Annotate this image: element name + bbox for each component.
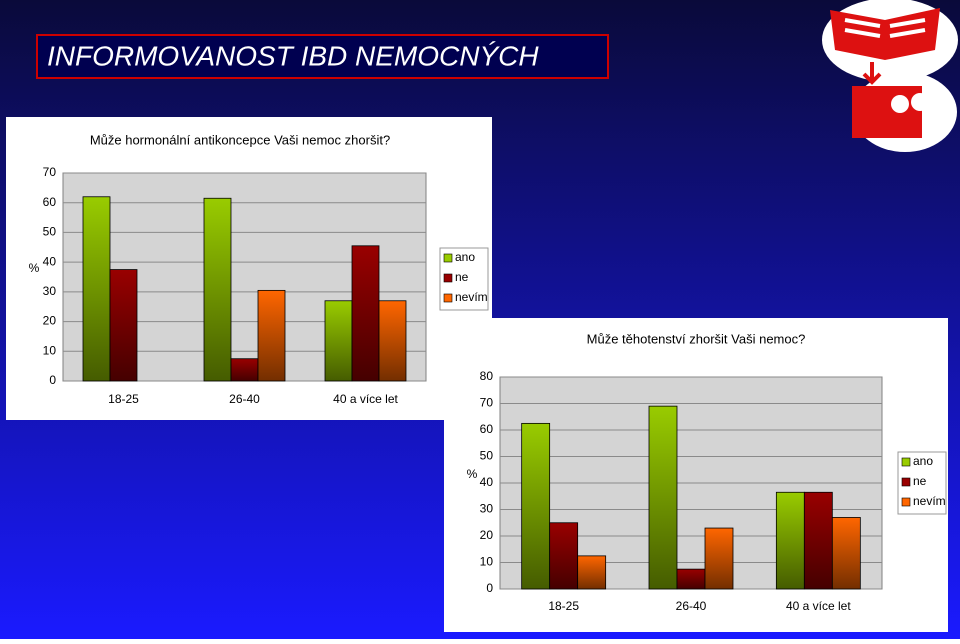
y-tick-label: 20 [43,314,57,328]
x-tick-label: 18-25 [108,392,139,406]
y-tick-label: 30 [480,502,494,516]
bar [521,422,551,590]
bar [549,522,579,590]
y-axis-label: % [467,467,478,481]
slide-title: INFORMOVANOST IBD NEMOCNÝCH [47,40,539,71]
y-tick-label: 70 [480,396,494,410]
bar [82,196,111,382]
chart-title: Může hormonální antikoncepce Vaši nemoc … [90,132,390,147]
legend-label: ne [913,474,927,488]
bar [378,300,407,382]
y-tick-label: 0 [486,581,493,595]
legend-label: ano [455,250,475,264]
y-tick-label: 20 [480,528,494,542]
book-icon [822,0,958,152]
legend-swatch [443,253,453,263]
y-tick-label: 0 [49,373,56,387]
bar [704,527,734,590]
bar [648,405,678,590]
bar [351,245,380,382]
bar [203,197,232,382]
y-tick-label: 50 [43,225,57,239]
legend-swatch [901,497,911,507]
x-tick-label: 26-40 [676,599,707,613]
bar [831,517,861,590]
bar [324,300,353,382]
title-box [36,34,609,79]
x-tick-label: 40 a více let [786,599,851,613]
y-tick-label: 30 [43,284,57,298]
legend-label: ne [455,270,469,284]
bar [109,269,138,382]
y-tick-label: 40 [43,254,57,268]
x-tick-label: 40 a více let [333,392,398,406]
x-tick-label: 26-40 [229,392,260,406]
legend-label: nevím [913,494,946,508]
y-tick-label: 10 [480,555,494,569]
bar [775,491,805,590]
bar [257,289,286,382]
legend-swatch [901,457,911,467]
bar [230,358,259,382]
bar [577,555,607,590]
y-tick-label: 60 [43,195,57,209]
y-tick-label: 40 [480,475,494,489]
x-tick-label: 18-25 [548,599,579,613]
legend-swatch [443,293,453,303]
y-tick-label: 10 [43,343,57,357]
legend-swatch [901,477,911,487]
y-tick-label: 80 [480,369,494,383]
chart-title: Může těhotenství zhoršit Vaši nemoc? [587,331,806,346]
legend-label: nevím [455,290,488,304]
y-axis-label: % [29,261,40,275]
legend-label: ano [913,454,933,468]
y-tick-label: 50 [480,449,494,463]
bar [676,568,706,590]
bar [803,491,833,590]
y-tick-label: 60 [480,422,494,436]
y-tick-label: 70 [43,165,57,179]
legend-swatch [443,273,453,283]
